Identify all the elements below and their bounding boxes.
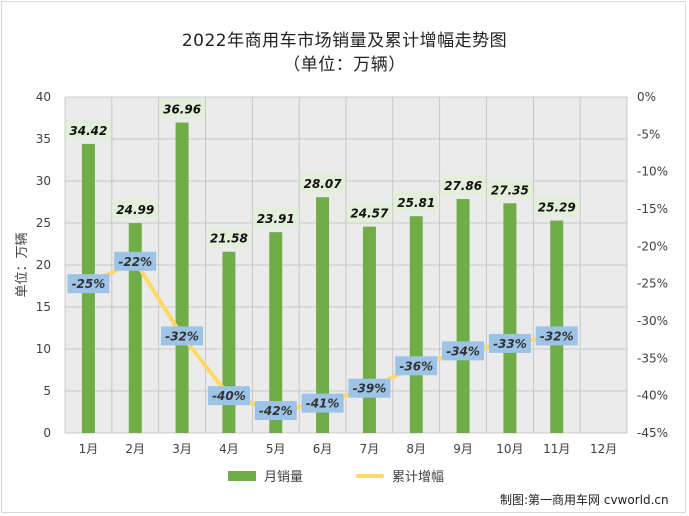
line-label-box <box>254 401 297 421</box>
x-tick-label: 5月 <box>266 442 286 456</box>
y-tick-label: 10 <box>36 342 51 356</box>
bar-sales <box>456 198 470 433</box>
y2-tick-label: -10% <box>637 165 668 179</box>
line-data-label: -40% <box>212 389 246 403</box>
x-tick-label: 9月 <box>453 442 473 456</box>
bar-label-box <box>65 119 112 140</box>
bar-data-label: 25.81 <box>397 196 435 210</box>
x-tick-label: 2月 <box>125 442 145 456</box>
bar-sales <box>409 216 423 433</box>
y-tick-label: 30 <box>36 174 51 188</box>
bar-data-label: 34.42 <box>69 124 107 138</box>
source-credit: 制图:第一商用车网 cvworld.cn <box>500 493 669 507</box>
bar-label-box <box>393 192 440 213</box>
line-data-label: -34% <box>446 344 480 358</box>
bar-data-label: 27.86 <box>444 179 482 193</box>
line-label-box <box>114 251 157 271</box>
bar-label-box <box>299 173 346 194</box>
bar-data-label: 24.99 <box>116 203 154 217</box>
line-label-box <box>301 393 344 413</box>
line-label-box <box>348 378 391 398</box>
line-label-box <box>488 333 531 353</box>
y-tick-label: 25 <box>36 216 51 230</box>
y-axis-label: 单位：万辆 <box>15 232 30 297</box>
legend-item-growth: 累计增幅 <box>356 466 444 485</box>
line-data-label: -33% <box>493 337 527 351</box>
bar-label-box <box>440 174 487 195</box>
bar-data-label: 25.29 <box>538 201 576 215</box>
y2-tick-label: -25% <box>637 277 668 291</box>
y-tick-label: 5 <box>43 384 51 398</box>
bar-sales <box>316 197 330 433</box>
bar-data-label: 36.96 <box>163 103 201 117</box>
line-label-box <box>535 326 578 346</box>
x-tick-label: 11月 <box>543 442 570 456</box>
legend-item-sales: 月销量 <box>228 466 303 485</box>
bar-label-box <box>346 202 393 223</box>
bar-label-box <box>533 196 580 217</box>
bar-label-box <box>159 98 206 119</box>
y2-tick-label: -5% <box>637 127 660 141</box>
legend-label-growth: 累计增幅 <box>392 470 445 485</box>
bar-sales <box>503 203 517 433</box>
bar-data-label: 27.35 <box>491 183 529 197</box>
y-tick-label: 40 <box>36 90 51 104</box>
legend-swatch-sales <box>228 470 256 481</box>
bar-data-label: 23.91 <box>257 212 295 226</box>
y-tick-label: 20 <box>36 258 51 272</box>
line-data-label: -32% <box>165 329 199 343</box>
line-label-box <box>395 356 438 376</box>
line-label-box <box>207 386 250 406</box>
y2-tick-label: -40% <box>637 389 668 403</box>
bar-label-box <box>205 227 252 248</box>
bar-sales <box>175 122 189 433</box>
y2-tick-label: -15% <box>637 202 668 216</box>
bar-label-box <box>252 208 299 229</box>
line-data-label: -39% <box>353 382 387 396</box>
legend-label-sales: 月销量 <box>264 470 304 485</box>
bar-label-box <box>112 199 159 220</box>
bar-sales <box>128 223 142 433</box>
x-tick-label: 7月 <box>360 442 380 456</box>
line-label-box <box>161 326 204 346</box>
bar-data-label: 21.58 <box>210 232 248 246</box>
y2-tick-label: -45% <box>637 426 668 440</box>
y2-tick-label: -20% <box>637 239 668 253</box>
line-data-label: -32% <box>540 329 574 343</box>
x-tick-label: 1月 <box>79 442 99 456</box>
chart-title: 2022年商用车市场销量及累计增幅走势图 <box>181 31 508 51</box>
x-tick-label: 6月 <box>313 442 333 456</box>
x-tick-label: 3月 <box>172 442 192 456</box>
bar-sales <box>269 232 283 433</box>
x-tick-label: 4月 <box>219 442 239 456</box>
legend-swatch-growth <box>356 473 384 478</box>
line-label-box <box>442 341 485 361</box>
line-data-label: -36% <box>399 359 433 373</box>
y2-tick-label: -30% <box>637 314 668 328</box>
line-data-label: -22% <box>118 255 152 269</box>
y-tick-label: 35 <box>36 132 51 146</box>
y2-tick-label: 0% <box>637 90 656 104</box>
x-tick-label: 10月 <box>496 442 523 456</box>
y-tick-label: 0 <box>43 426 51 440</box>
bar-data-label: 28.07 <box>304 177 343 191</box>
line-data-label: -41% <box>306 397 340 411</box>
line-data-label: -25% <box>72 277 106 291</box>
bar-sales <box>362 226 376 433</box>
line-data-label: -42% <box>259 404 293 418</box>
bar-data-label: 24.57 <box>350 207 389 221</box>
bar-sales <box>222 251 236 433</box>
chart-subtitle: （单位：万辆） <box>283 55 406 75</box>
bar-label-box <box>486 179 533 200</box>
x-tick-label: 8月 <box>406 442 426 456</box>
y-tick-label: 15 <box>36 300 51 314</box>
x-tick-label: 12月 <box>590 442 617 456</box>
y2-tick-label: -35% <box>637 351 668 365</box>
line-label-box <box>67 274 110 294</box>
